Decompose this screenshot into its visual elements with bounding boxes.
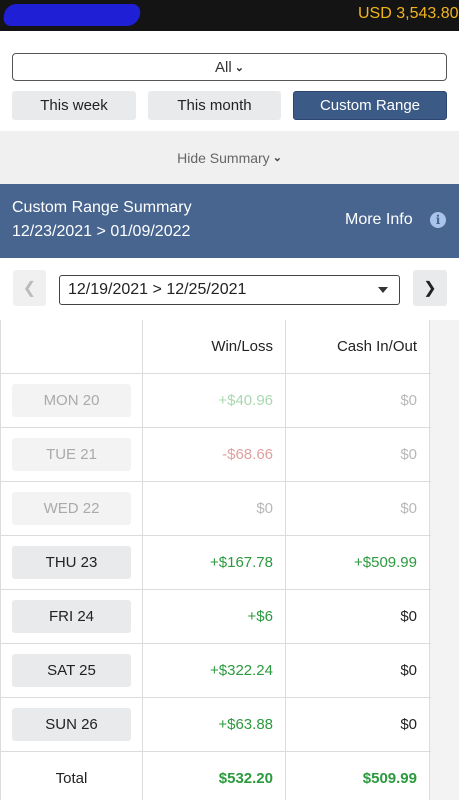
header-day (0, 320, 143, 373)
day-cell: TUE 21 (0, 428, 143, 481)
win-loss-cell: -$68.66 (143, 428, 286, 481)
day-button[interactable]: SAT 25 (12, 654, 131, 687)
win-loss-cell: +$40.96 (143, 374, 286, 427)
day-button[interactable]: MON 20 (12, 384, 131, 417)
this-week-button[interactable]: This week (12, 91, 136, 120)
next-week-button[interactable]: ❯ (413, 270, 447, 306)
day-button[interactable]: TUE 21 (12, 438, 131, 471)
custom-range-label: Custom Range (319, 97, 421, 114)
cash-cell: $0 (286, 644, 430, 697)
total-win-loss: $532.20 (143, 752, 286, 800)
win-loss-cell: +$322.24 (143, 644, 286, 697)
cash-cell: $0 (286, 698, 430, 751)
top-bar: USD 3,543.802 (0, 0, 459, 31)
this-week-label: This week (40, 97, 108, 114)
table-row: WED 22 $0 $0 (0, 482, 431, 536)
weekly-results-table: Win/Loss Cash In/Out MON 20 +$40.96 $0 T… (0, 320, 431, 800)
chevron-down-icon: ⌄ (272, 152, 282, 164)
header-win-loss: Win/Loss (143, 320, 286, 373)
week-select-value: 12/19/2021 > 12/25/2021 (68, 281, 247, 298)
table-row: SAT 25 +$322.24 $0 (0, 644, 431, 698)
account-balance: USD 3,543.802 (358, 5, 459, 22)
cash-cell: $0 (286, 482, 430, 535)
table-row: SUN 26 +$63.88 $0 (0, 698, 431, 752)
day-cell: SAT 25 (0, 644, 143, 697)
cash-cell: $0 (286, 428, 430, 481)
week-select[interactable]: 12/19/2021 > 12/25/2021 (59, 275, 400, 305)
total-cash: $509.99 (286, 752, 430, 800)
win-loss-cell: +$63.88 (143, 698, 286, 751)
table-row: MON 20 +$40.96 $0 (0, 374, 431, 428)
range-summary-panel: Custom Range Summary 12/23/2021 > 01/09/… (0, 184, 459, 258)
day-button[interactable]: FRI 24 (12, 600, 131, 633)
cash-cell: $0 (286, 590, 430, 643)
cash-cell: +$509.99 (286, 536, 430, 589)
cash-cell: $0 (286, 374, 430, 427)
summary-date-range: 12/23/2021 > 01/09/2022 (12, 223, 191, 240)
caret-down-icon (378, 287, 388, 293)
day-button[interactable]: WED 22 (12, 492, 131, 525)
win-loss-cell: +$6 (143, 590, 286, 643)
redacted-username (2, 4, 142, 26)
more-info-link[interactable]: More Info (345, 211, 413, 228)
day-cell: SUN 26 (0, 698, 143, 751)
this-month-label: This month (177, 97, 252, 114)
win-loss-cell: +$167.78 (143, 536, 286, 589)
filter-dropdown-value: All (215, 58, 232, 76)
table-scroll-edge (430, 320, 459, 800)
day-cell: THU 23 (0, 536, 143, 589)
day-button[interactable]: THU 23 (12, 546, 131, 579)
day-button[interactable]: SUN 26 (12, 708, 131, 741)
info-icon[interactable]: i (430, 212, 446, 228)
previous-week-button[interactable]: ❮ (13, 270, 46, 306)
this-month-button[interactable]: This month (148, 91, 281, 120)
hide-summary-toggle[interactable]: Hide Summary ⌄ (0, 131, 459, 184)
total-label: Total (0, 752, 143, 800)
chevron-down-icon: ⌄ (234, 61, 244, 74)
hide-summary-label: Hide Summary (177, 149, 270, 166)
table-row: THU 23 +$167.78 +$509.99 (0, 536, 431, 590)
day-cell: FRI 24 (0, 590, 143, 643)
custom-range-button[interactable]: Custom Range (293, 91, 447, 120)
chevron-left-icon: ❮ (22, 280, 37, 297)
table-row: FRI 24 +$6 $0 (0, 590, 431, 644)
week-navigation: ❮ 12/19/2021 > 12/25/2021 ❯ (0, 258, 459, 320)
table-row: TUE 21 -$68.66 $0 (0, 428, 431, 482)
header-cash-in-out: Cash In/Out (286, 320, 430, 373)
filter-dropdown[interactable]: All ⌄ (12, 53, 447, 81)
win-loss-cell: $0 (143, 482, 286, 535)
table-total-row: Total $532.20 $509.99 (0, 752, 431, 800)
summary-title: Custom Range Summary (12, 199, 192, 216)
table-header-row: Win/Loss Cash In/Out (0, 320, 431, 374)
day-cell: WED 22 (0, 482, 143, 535)
day-cell: MON 20 (0, 374, 143, 427)
chevron-right-icon: ❯ (423, 280, 437, 297)
